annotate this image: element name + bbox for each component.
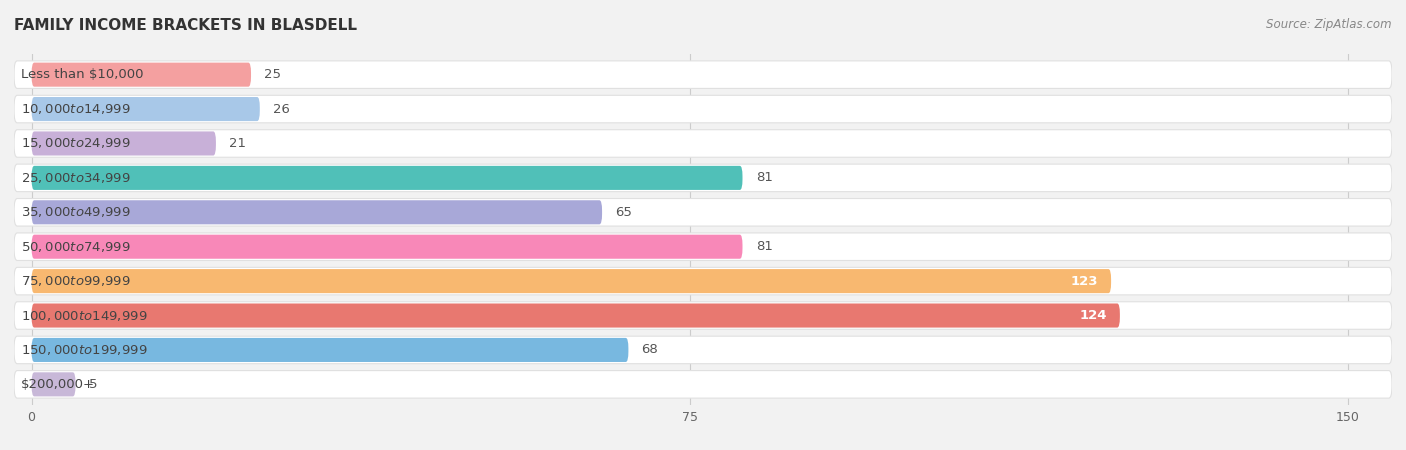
FancyBboxPatch shape <box>31 372 76 396</box>
FancyBboxPatch shape <box>14 371 1392 398</box>
Text: Source: ZipAtlas.com: Source: ZipAtlas.com <box>1267 18 1392 31</box>
Text: 65: 65 <box>616 206 633 219</box>
FancyBboxPatch shape <box>14 95 1392 123</box>
Text: $10,000 to $14,999: $10,000 to $14,999 <box>21 102 131 116</box>
FancyBboxPatch shape <box>14 302 1392 329</box>
FancyBboxPatch shape <box>14 198 1392 226</box>
Text: 5: 5 <box>89 378 97 391</box>
Text: $25,000 to $34,999: $25,000 to $34,999 <box>21 171 131 185</box>
Text: $100,000 to $149,999: $100,000 to $149,999 <box>21 309 148 323</box>
Text: FAMILY INCOME BRACKETS IN BLASDELL: FAMILY INCOME BRACKETS IN BLASDELL <box>14 18 357 33</box>
Text: 123: 123 <box>1070 274 1098 288</box>
Text: 124: 124 <box>1080 309 1107 322</box>
Text: 21: 21 <box>229 137 246 150</box>
FancyBboxPatch shape <box>14 336 1392 364</box>
FancyBboxPatch shape <box>31 303 1119 328</box>
FancyBboxPatch shape <box>31 338 628 362</box>
Text: $50,000 to $74,999: $50,000 to $74,999 <box>21 240 131 254</box>
Text: Less than $10,000: Less than $10,000 <box>21 68 143 81</box>
FancyBboxPatch shape <box>31 63 252 87</box>
Text: $75,000 to $99,999: $75,000 to $99,999 <box>21 274 131 288</box>
Text: $15,000 to $24,999: $15,000 to $24,999 <box>21 136 131 150</box>
FancyBboxPatch shape <box>14 61 1392 88</box>
FancyBboxPatch shape <box>14 233 1392 261</box>
Text: 81: 81 <box>755 240 772 253</box>
Text: $200,000+: $200,000+ <box>21 378 96 391</box>
FancyBboxPatch shape <box>14 267 1392 295</box>
FancyBboxPatch shape <box>14 164 1392 192</box>
Text: 81: 81 <box>755 171 772 184</box>
FancyBboxPatch shape <box>14 130 1392 157</box>
FancyBboxPatch shape <box>31 269 1111 293</box>
FancyBboxPatch shape <box>31 200 602 225</box>
FancyBboxPatch shape <box>31 166 742 190</box>
FancyBboxPatch shape <box>31 234 742 259</box>
Text: 26: 26 <box>273 103 290 116</box>
Text: $35,000 to $49,999: $35,000 to $49,999 <box>21 205 131 219</box>
FancyBboxPatch shape <box>31 131 217 156</box>
Text: 25: 25 <box>264 68 281 81</box>
Text: $150,000 to $199,999: $150,000 to $199,999 <box>21 343 148 357</box>
FancyBboxPatch shape <box>31 97 260 121</box>
Text: 68: 68 <box>641 343 658 356</box>
